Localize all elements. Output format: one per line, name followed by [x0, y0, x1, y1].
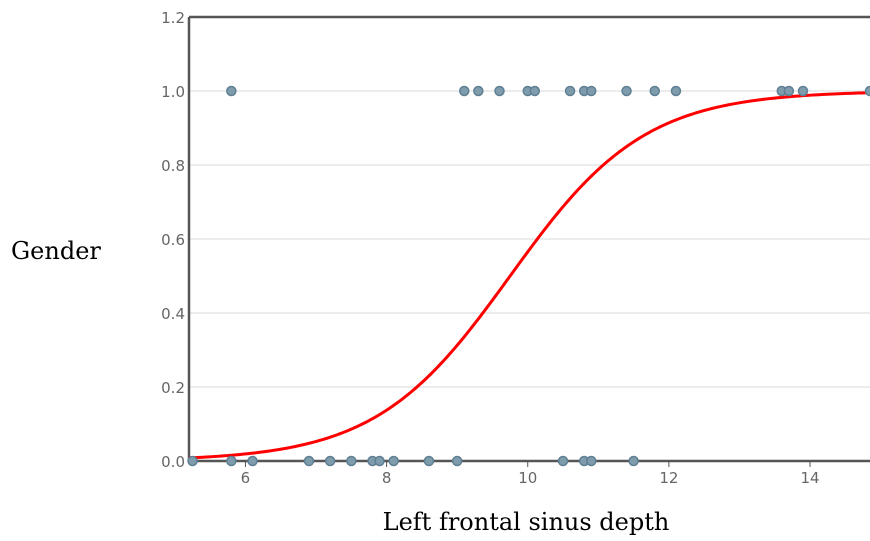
data-point [247, 455, 258, 467]
gridlines [189, 90, 870, 388]
y-axis-title: Gender [11, 237, 101, 265]
data-point [388, 455, 399, 467]
y-tick-label: 0.8 [161, 157, 185, 175]
y-tick-label: 0.6 [161, 231, 185, 249]
axes [187, 15, 870, 467]
data-point [324, 455, 336, 467]
data-point [783, 85, 795, 97]
data-point [864, 85, 870, 97]
data-point [226, 455, 237, 467]
data-point [473, 85, 484, 97]
y-tick-label: 0.0 [161, 453, 185, 471]
data-point [628, 455, 639, 467]
data-point [649, 85, 661, 97]
y-tick-label: 1.0 [161, 83, 185, 101]
data-point [458, 85, 470, 97]
data-point [621, 85, 632, 97]
x-axis-title: Left frontal sinus depth [383, 508, 670, 536]
data-point [226, 85, 237, 97]
data-point [585, 455, 597, 467]
data-point [797, 85, 809, 97]
data-point [585, 85, 597, 97]
data-points [187, 85, 870, 467]
tick-labels: 0.0 0.2 0.4 0.6 0.8 1.0 1.2 6 8 10 12 14 [161, 9, 819, 487]
x-tick-label: 12 [659, 469, 678, 487]
data-point [494, 85, 505, 97]
fitted-curve-group [188, 91, 870, 460]
data-point [423, 455, 435, 467]
y-tick-label: 0.4 [161, 305, 185, 323]
data-point [557, 455, 569, 467]
y-tick-label: 0.2 [161, 379, 185, 397]
x-tick-label: 10 [518, 469, 537, 487]
fitted-curve [188, 91, 870, 460]
data-point [374, 455, 385, 467]
data-point [564, 85, 576, 97]
data-point [451, 455, 463, 467]
data-point [670, 85, 682, 97]
data-point [346, 455, 357, 467]
x-tick-label: 8 [382, 469, 392, 487]
data-point [529, 85, 541, 97]
x-tick-label: 14 [800, 469, 819, 487]
x-tick-label: 6 [241, 469, 251, 487]
y-tick-label: 1.2 [161, 9, 185, 27]
data-point [303, 455, 315, 467]
data-point [187, 455, 198, 467]
